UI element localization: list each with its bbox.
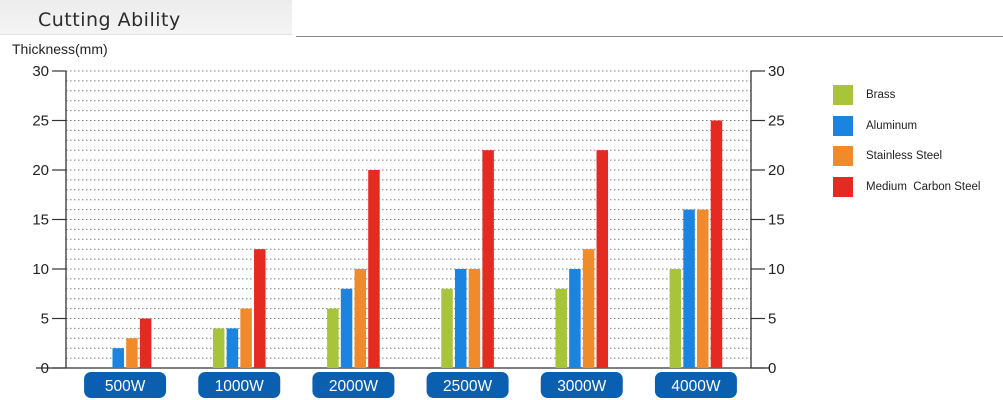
category-badge (312, 372, 395, 398)
bar (226, 328, 239, 368)
chart-title: Cutting Ability (38, 9, 181, 31)
bar (596, 150, 609, 368)
bar (212, 328, 225, 368)
bar (126, 338, 138, 368)
bar (482, 150, 494, 368)
bar (669, 269, 682, 368)
category-badge (84, 372, 167, 398)
bar (454, 269, 467, 368)
x-tick-label: 1000W (215, 378, 264, 395)
category-badge (198, 372, 281, 398)
y-tick-label-left: 10 (32, 261, 49, 278)
bar (441, 288, 453, 368)
legend-swatch (833, 85, 853, 106)
bar (683, 209, 695, 368)
category-badge (426, 372, 509, 398)
bar (555, 288, 567, 368)
y-tick-label-left: 5 (41, 311, 49, 328)
bar (240, 308, 252, 368)
y-tick-label-left: 30 (32, 63, 49, 80)
y-tick-label-right: 10 (768, 261, 785, 278)
y-tick-label-left: 25 (32, 113, 49, 130)
bar (112, 348, 124, 368)
bar (340, 288, 353, 368)
legend-swatch (833, 115, 853, 136)
legend-item: Brass (833, 80, 980, 111)
legend-item: Stainless Steel (833, 141, 980, 172)
legend-swatch (833, 146, 853, 167)
category-badge (654, 372, 737, 398)
x-tick-label: 500W (105, 378, 146, 395)
legend-label: Medium Carbon Steel (866, 180, 981, 193)
legend-label: Stainless Steel (866, 150, 943, 163)
category-badge (540, 372, 623, 398)
y-tick-label-right: 5 (768, 311, 776, 328)
bar (710, 120, 723, 368)
y-tick-label-right: 25 (768, 113, 785, 130)
x-tick-label: 3000W (557, 378, 606, 395)
bar (354, 269, 367, 368)
y-tick-label-left: 0 (41, 360, 49, 377)
bar (139, 318, 152, 368)
header-divider (296, 36, 1003, 37)
y-tick-label-left: 15 (32, 212, 49, 229)
legend-item: Medium Carbon Steel (833, 172, 980, 203)
bar (327, 308, 339, 368)
x-tick-label: 4000W (671, 378, 720, 395)
y-tick-label-right: 30 (768, 63, 785, 80)
y-axis-label: Thickness(mm) (12, 41, 108, 57)
x-tick-label: 2500W (443, 378, 492, 395)
legend-label: Aluminum (866, 119, 918, 132)
bar (697, 209, 709, 368)
y-tick-label-right: 0 (768, 360, 776, 377)
bar (569, 269, 581, 368)
legend: Brass Aluminum Stainless Steel Medium Carbo… (833, 80, 980, 202)
legend-item: Aluminum (833, 111, 980, 142)
bar (254, 249, 266, 368)
header-band (0, 0, 292, 35)
y-tick-label-right: 20 (768, 162, 785, 179)
y-tick-label-right: 15 (768, 212, 785, 229)
legend-label: Brass (866, 89, 896, 102)
legend-swatch (833, 176, 853, 197)
bar (368, 170, 380, 368)
x-tick-label: 2000W (329, 378, 378, 395)
bar (468, 269, 481, 368)
y-tick-label-left: 20 (32, 162, 49, 179)
bar (582, 249, 595, 368)
